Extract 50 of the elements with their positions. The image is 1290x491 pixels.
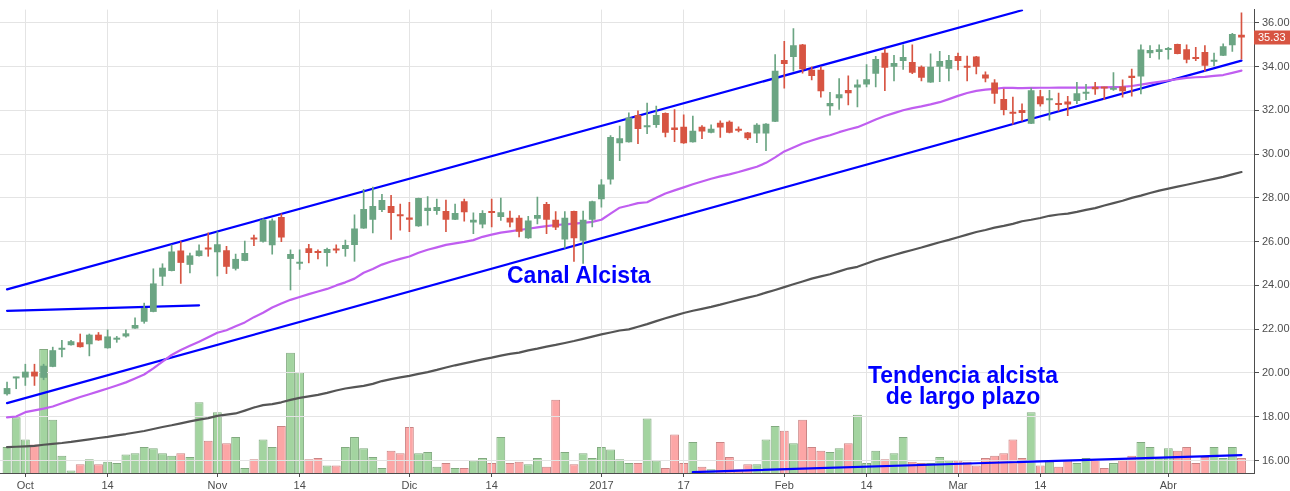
candlestick <box>488 198 496 228</box>
y-tick-label: 18.00 <box>1262 409 1290 422</box>
candlestick <box>113 336 121 343</box>
candlestick <box>780 41 788 89</box>
x-tick-label: 17 <box>677 478 690 491</box>
x-tick-label: 14 <box>1034 478 1047 491</box>
candlestick <box>1155 44 1163 60</box>
x-tick-label: 2017 <box>589 478 614 491</box>
x-tick-label: Abr <box>1159 478 1178 491</box>
candlestick <box>1018 103 1026 122</box>
x-tick-label: Nov <box>207 478 228 491</box>
candlestick <box>204 232 212 257</box>
candlestick <box>643 102 651 135</box>
y-tick-label: 24.00 <box>1262 278 1290 291</box>
candlestick <box>1009 96 1017 125</box>
y-tick-label: 30.00 <box>1262 147 1290 160</box>
candlestick <box>1100 86 1108 100</box>
annotation: Tendencia alcista de largo plazo <box>867 362 1059 409</box>
y-tick-label: 20.00 <box>1262 366 1290 378</box>
candlestick <box>497 197 505 221</box>
candlestick <box>844 75 852 106</box>
candlestick <box>899 44 907 70</box>
y-tick-label: 36.00 <box>1262 15 1290 28</box>
x-tick-label: 14 <box>860 478 873 491</box>
x-tick-label: 14 <box>293 478 306 491</box>
x-tick-label: Oct <box>16 478 34 491</box>
candlestick <box>1164 46 1172 60</box>
y-tick-label: 34.00 <box>1262 59 1290 72</box>
y-tick-label: 26.00 <box>1262 234 1290 247</box>
candlestick <box>716 120 724 138</box>
x-tick-label: Mar <box>948 478 968 491</box>
text: 35.33 <box>1258 30 1286 43</box>
candlestick <box>890 55 898 82</box>
y-tick-label: 28.00 <box>1262 190 1290 203</box>
candlestick <box>835 78 843 110</box>
x-tick-label: 14 <box>101 478 114 491</box>
candlestick <box>396 203 404 231</box>
candlestick <box>1128 68 1136 97</box>
annotation: Canal Alcista <box>507 262 651 288</box>
y-tick-label: 22.00 <box>1262 322 1290 335</box>
candlestick <box>936 51 944 82</box>
candlestick <box>616 125 624 161</box>
candlestick <box>1192 46 1200 61</box>
y-tick-label: 32.00 <box>1262 103 1290 116</box>
x-tick-label: Feb <box>774 478 794 491</box>
x-tick-label: Dic <box>401 478 418 491</box>
y-tick-label: 16.00 <box>1262 453 1290 466</box>
candlestick <box>963 55 971 82</box>
x-tick-label: 14 <box>485 478 498 491</box>
candlestick <box>12 376 20 390</box>
